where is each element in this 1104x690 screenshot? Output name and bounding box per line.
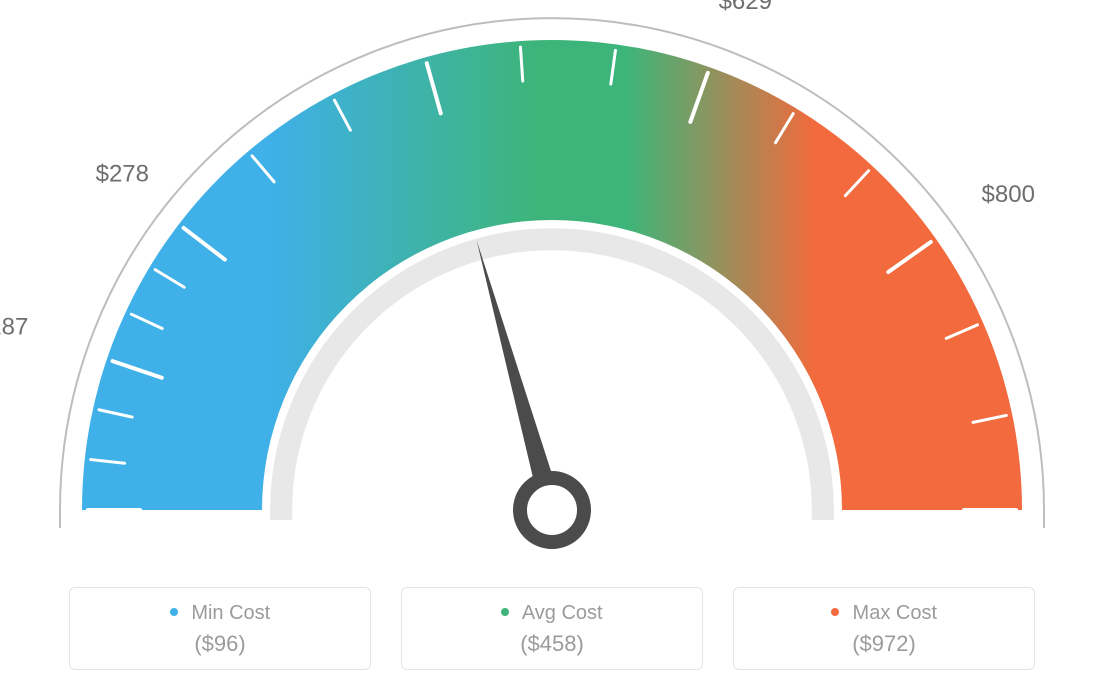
legend-label-max: Max Cost [853,602,937,624]
legend-card-max: Max Cost ($972) [733,587,1035,670]
legend-label-avg: Avg Cost [522,602,603,624]
gauge-scale-label: $458 [386,0,439,4]
legend-value-max: ($972) [734,631,1034,657]
legend-dot-avg [501,608,509,616]
legend-value-avg: ($458) [402,631,702,657]
legend-dot-min [170,608,178,616]
gauge-scale-label: $800 [982,181,1035,208]
legend-dot-max [831,608,839,616]
legend-value-min: ($96) [70,631,370,657]
legend-title-max: Max Cost [734,602,1034,625]
gauge-scale-label: $278 [96,160,149,187]
legend-card-min: Min Cost ($96) [69,587,371,670]
legend-card-avg: Avg Cost ($458) [401,587,703,670]
gauge-svg: $96$187$278$458$629$800$972 [0,0,1104,560]
legend-label-min: Min Cost [191,602,270,624]
gauge-stage: $96$187$278$458$629$800$972 [0,0,1104,560]
legend-title-min: Min Cost [70,602,370,625]
gauge-scale-label: $187 [0,313,28,340]
gauge-scale-label: $629 [719,0,772,15]
cost-gauge-chart: $96$187$278$458$629$800$972 Min Cost ($9… [0,0,1104,690]
legend-title-avg: Avg Cost [402,602,702,625]
legend-row: Min Cost ($96) Avg Cost ($458) Max Cost … [0,587,1104,670]
